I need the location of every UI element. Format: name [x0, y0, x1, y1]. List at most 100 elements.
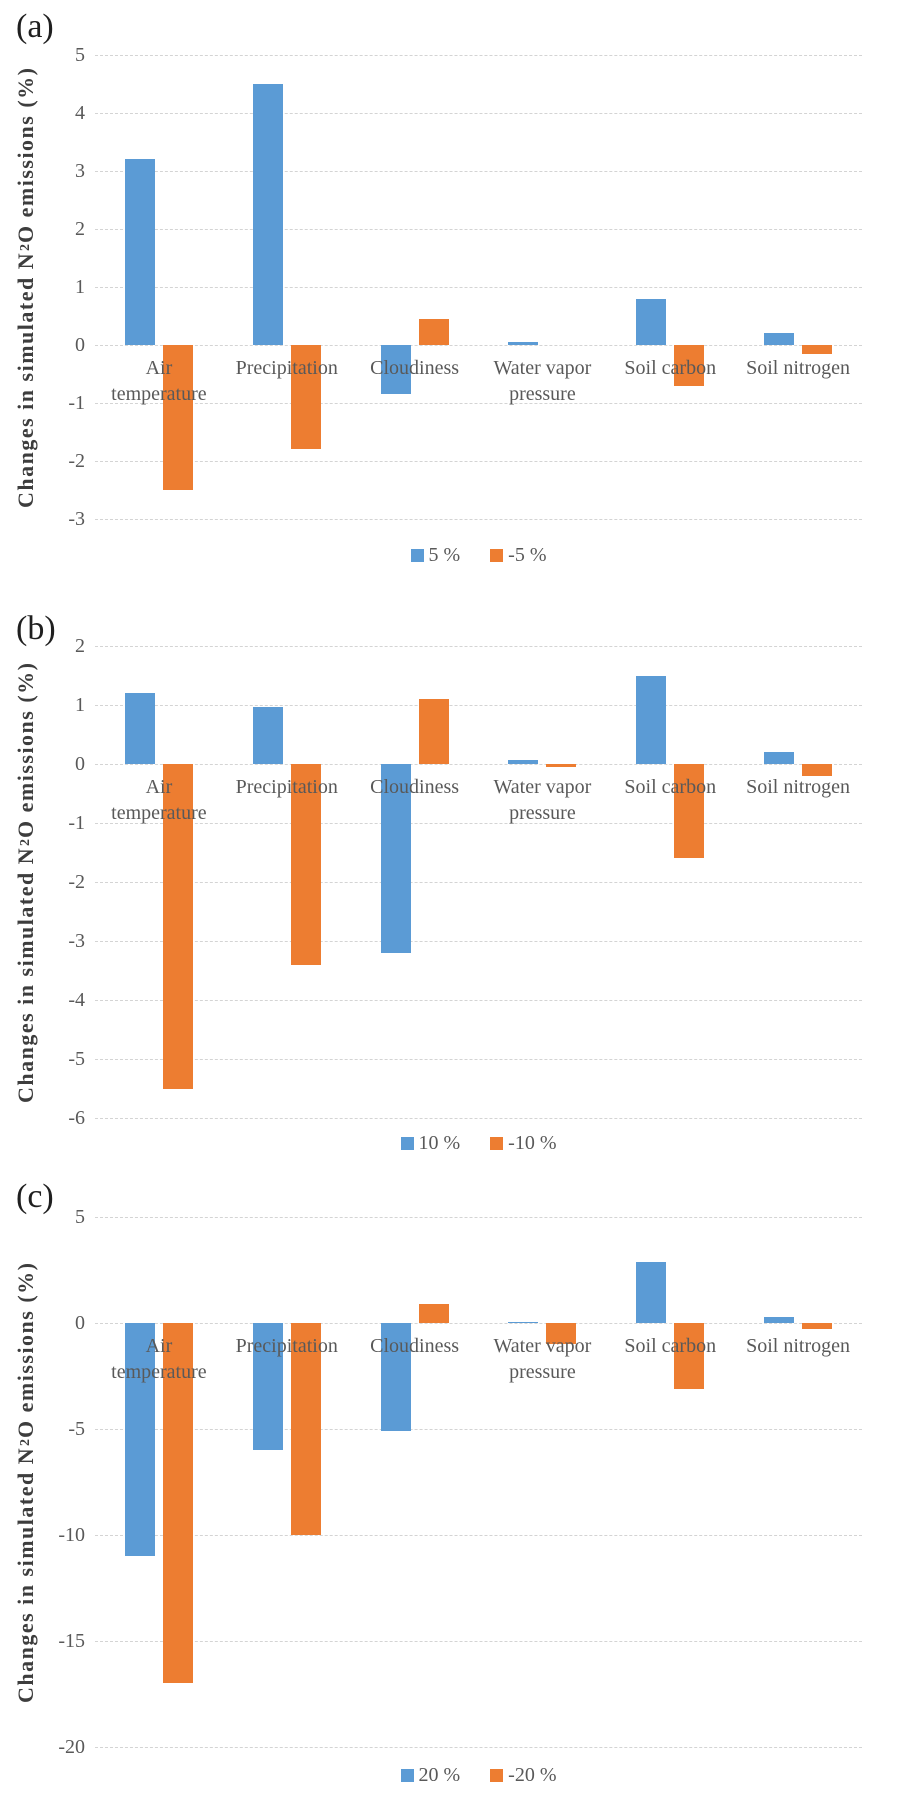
x-axis-label-c-precipitation: Precipitation	[235, 1335, 338, 1357]
y-tick-label-b-2: 2	[75, 635, 85, 657]
y-tick-label-a-3: 3	[75, 160, 85, 182]
gridline-b--6	[95, 1118, 862, 1119]
gridline-a-0	[95, 345, 862, 346]
y-tick-label-c--10: -10	[58, 1524, 85, 1546]
gridline-c--20	[95, 1747, 862, 1748]
bar-a-s2-precipitation	[290, 345, 321, 450]
y-tick-label-a-4: 4	[75, 102, 85, 124]
gridline-a--2	[95, 461, 862, 462]
legend-label: 5 %	[428, 544, 461, 566]
x-axis-label-b-cloudiness: Cloudiness	[370, 776, 460, 798]
bar-b-s2-cloudiness	[418, 699, 449, 764]
gridline-c--15	[95, 1641, 862, 1642]
gridline-a--3	[95, 519, 862, 520]
x-axis-label-a-air-temperature: Air temperature	[111, 357, 207, 405]
x-axis-label-b-precipitation: Precipitation	[235, 776, 338, 798]
y-tick-label-b--1: -1	[68, 812, 85, 834]
bar-a-s2-cloudiness	[418, 318, 449, 345]
legend-swatch-orange	[490, 1137, 504, 1150]
bar-c-s1-cloudiness	[380, 1323, 411, 1432]
gridline-c-0	[95, 1323, 862, 1324]
bar-a-s1-soil-carbon	[636, 298, 667, 345]
bar-c-s1-precipitation	[252, 1323, 283, 1451]
y-tick-label-c-0: 0	[75, 1312, 85, 1334]
x-axis-label-c-soil-nitrogen: Soil nitrogen	[746, 1335, 851, 1357]
y-tick-label-c-5: 5	[75, 1206, 85, 1228]
bar-a-s1-air-temperature	[124, 159, 155, 345]
legend-item-c-1: 20 %	[400, 1764, 461, 1787]
legend-label: -5 %	[508, 544, 547, 566]
gridline-b-1	[95, 705, 862, 706]
legend-item-c-2: -20 %	[490, 1764, 557, 1787]
bar-a-s2-air-temperature	[162, 345, 193, 490]
legend-label: -20 %	[508, 1764, 557, 1786]
bar-b-s1-air-temperature	[124, 693, 155, 764]
bar-b-s2-soil-carbon	[674, 764, 705, 859]
x-axis-label-b-soil-carbon: Soil carbon	[624, 776, 717, 798]
legend-b: 10 % -10 %	[95, 1132, 862, 1155]
gridline-b--5	[95, 1059, 862, 1060]
x-axis-label-b-air-temperature: Air temperature	[111, 776, 207, 824]
gridline-b--4	[95, 1000, 862, 1001]
x-axis-label-b-soil-nitrogen: Soil nitrogen	[746, 776, 851, 798]
panel-label-b: (b)	[16, 610, 56, 647]
gridline-b-2	[95, 646, 862, 647]
bar-c-s2-cloudiness	[418, 1303, 449, 1323]
bar-a-s1-cloudiness	[380, 345, 411, 395]
gridline-a-2	[95, 229, 862, 230]
legend-item-b-1: 10 %	[400, 1132, 460, 1155]
y-tick-label-a--3: -3	[68, 508, 85, 530]
y-tick-label-a-2: 2	[75, 218, 85, 240]
bar-a-s2-soil-carbon	[674, 345, 705, 386]
bar-b-s2-soil-nitrogen	[802, 764, 833, 776]
legend-item-a-1: 5 %	[410, 544, 461, 567]
legend-item-a-2: -5 %	[490, 544, 547, 567]
legend-swatch-orange	[490, 1769, 504, 1782]
x-axis-label-a-soil-carbon: Soil carbon	[624, 357, 717, 379]
gridline-a-5	[95, 55, 862, 56]
x-axis-label-c-cloudiness: Cloudiness	[370, 1335, 460, 1357]
legend-swatch-blue	[410, 549, 424, 562]
x-axis-label-b-water-vapor-pressure: Water vapor pressure	[493, 776, 592, 824]
x-axis-label-a-cloudiness: Cloudiness	[370, 357, 460, 379]
bar-c-s1-water-vapor-pressure	[508, 1321, 539, 1324]
legend-c: 20 % -20 %	[95, 1764, 862, 1787]
legend-swatch-blue	[400, 1769, 414, 1782]
panel-label-a: (a)	[16, 8, 54, 45]
x-axis-label-c-water-vapor-pressure: Water vapor pressure	[493, 1335, 592, 1383]
y-tick-label-b--6: -6	[68, 1107, 85, 1129]
y-tick-label-a-1: 1	[75, 276, 85, 298]
y-tick-label-b--2: -2	[68, 871, 85, 893]
bar-c-s1-soil-carbon	[636, 1261, 667, 1323]
x-axis-label-a-soil-nitrogen: Soil nitrogen	[746, 357, 851, 379]
bar-c-s2-soil-carbon	[674, 1323, 705, 1389]
y-tick-label-b--5: -5	[68, 1048, 85, 1070]
gridline-a-3	[95, 171, 862, 172]
legend-label: 20 %	[418, 1764, 461, 1786]
y-tick-label-a-0: 0	[75, 334, 85, 356]
bar-a-s1-water-vapor-pressure	[508, 342, 539, 345]
gridline-b--1	[95, 823, 862, 824]
bar-a-s2-soil-nitrogen	[802, 345, 833, 354]
bar-b-s1-cloudiness	[380, 764, 411, 953]
bar-c-s2-soil-nitrogen	[802, 1323, 833, 1330]
x-axis-label-a-water-vapor-pressure: Water vapor pressure	[493, 357, 592, 405]
bar-c-s2-air-temperature	[162, 1323, 193, 1684]
y-tick-label-b--3: -3	[68, 930, 85, 952]
y-tick-label-b-1: 1	[75, 694, 85, 716]
bar-b-s1-water-vapor-pressure	[508, 759, 539, 764]
gridline-c-5	[95, 1217, 862, 1218]
y-tick-label-a-5: 5	[75, 44, 85, 66]
legend-a: 5 % -5 %	[95, 544, 862, 567]
y-tick-label-a--1: -1	[68, 392, 85, 414]
y-tick-label-b-0: 0	[75, 753, 85, 775]
bar-b-s1-soil-nitrogen	[764, 752, 795, 764]
bar-a-s1-soil-nitrogen	[764, 333, 795, 345]
gridline-c--5	[95, 1429, 862, 1430]
bar-c-s1-soil-nitrogen	[764, 1316, 795, 1323]
legend-swatch-orange	[490, 549, 504, 562]
bar-b-s2-air-temperature	[162, 764, 193, 1089]
x-axis-label-c-soil-carbon: Soil carbon	[624, 1335, 717, 1357]
